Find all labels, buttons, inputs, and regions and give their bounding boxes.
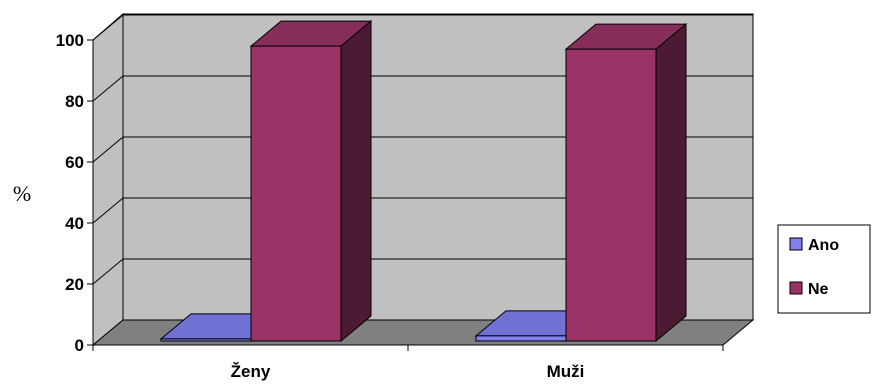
- y-axis-label: %: [13, 181, 31, 206]
- y-tick-label: 40: [65, 214, 84, 233]
- y-tick-label: 60: [65, 153, 84, 172]
- legend-label-ne: Ne: [808, 281, 829, 298]
- x-axis-categories: Ženy Muži: [92, 345, 724, 381]
- x-category-label: Ženy: [231, 362, 271, 381]
- bar-front: [250, 45, 342, 342]
- y-tick-label: 0: [75, 336, 84, 355]
- bar-front: [475, 335, 567, 342]
- gridline-side: [92, 197, 124, 224]
- y-axis-ticks: 0 20 40 60 80 100: [56, 31, 93, 355]
- legend-label-ano: Ano: [808, 237, 839, 254]
- bar-side: [340, 20, 372, 343]
- gridline-side: [92, 75, 124, 102]
- gridline-side: [92, 136, 124, 163]
- legend-swatch-ano: [789, 237, 803, 251]
- gridline-side: [92, 258, 124, 285]
- gridline-side: [92, 14, 124, 41]
- y-tick-label: 100: [56, 31, 84, 50]
- legend-swatch-ne: [789, 281, 803, 295]
- bar-side: [655, 23, 687, 343]
- bar-ne-0: [249, 20, 373, 343]
- y-tick-label: 20: [65, 275, 84, 294]
- bar-ne-1: [564, 23, 688, 343]
- x-category-label: Muži: [547, 362, 585, 381]
- chart-left-wall: [92, 12, 124, 347]
- y-tick-label: 80: [65, 92, 84, 111]
- bar-front: [160, 338, 252, 342]
- bar-front: [565, 48, 657, 342]
- bars: [159, 20, 688, 343]
- legend: Ano Ne: [777, 224, 871, 314]
